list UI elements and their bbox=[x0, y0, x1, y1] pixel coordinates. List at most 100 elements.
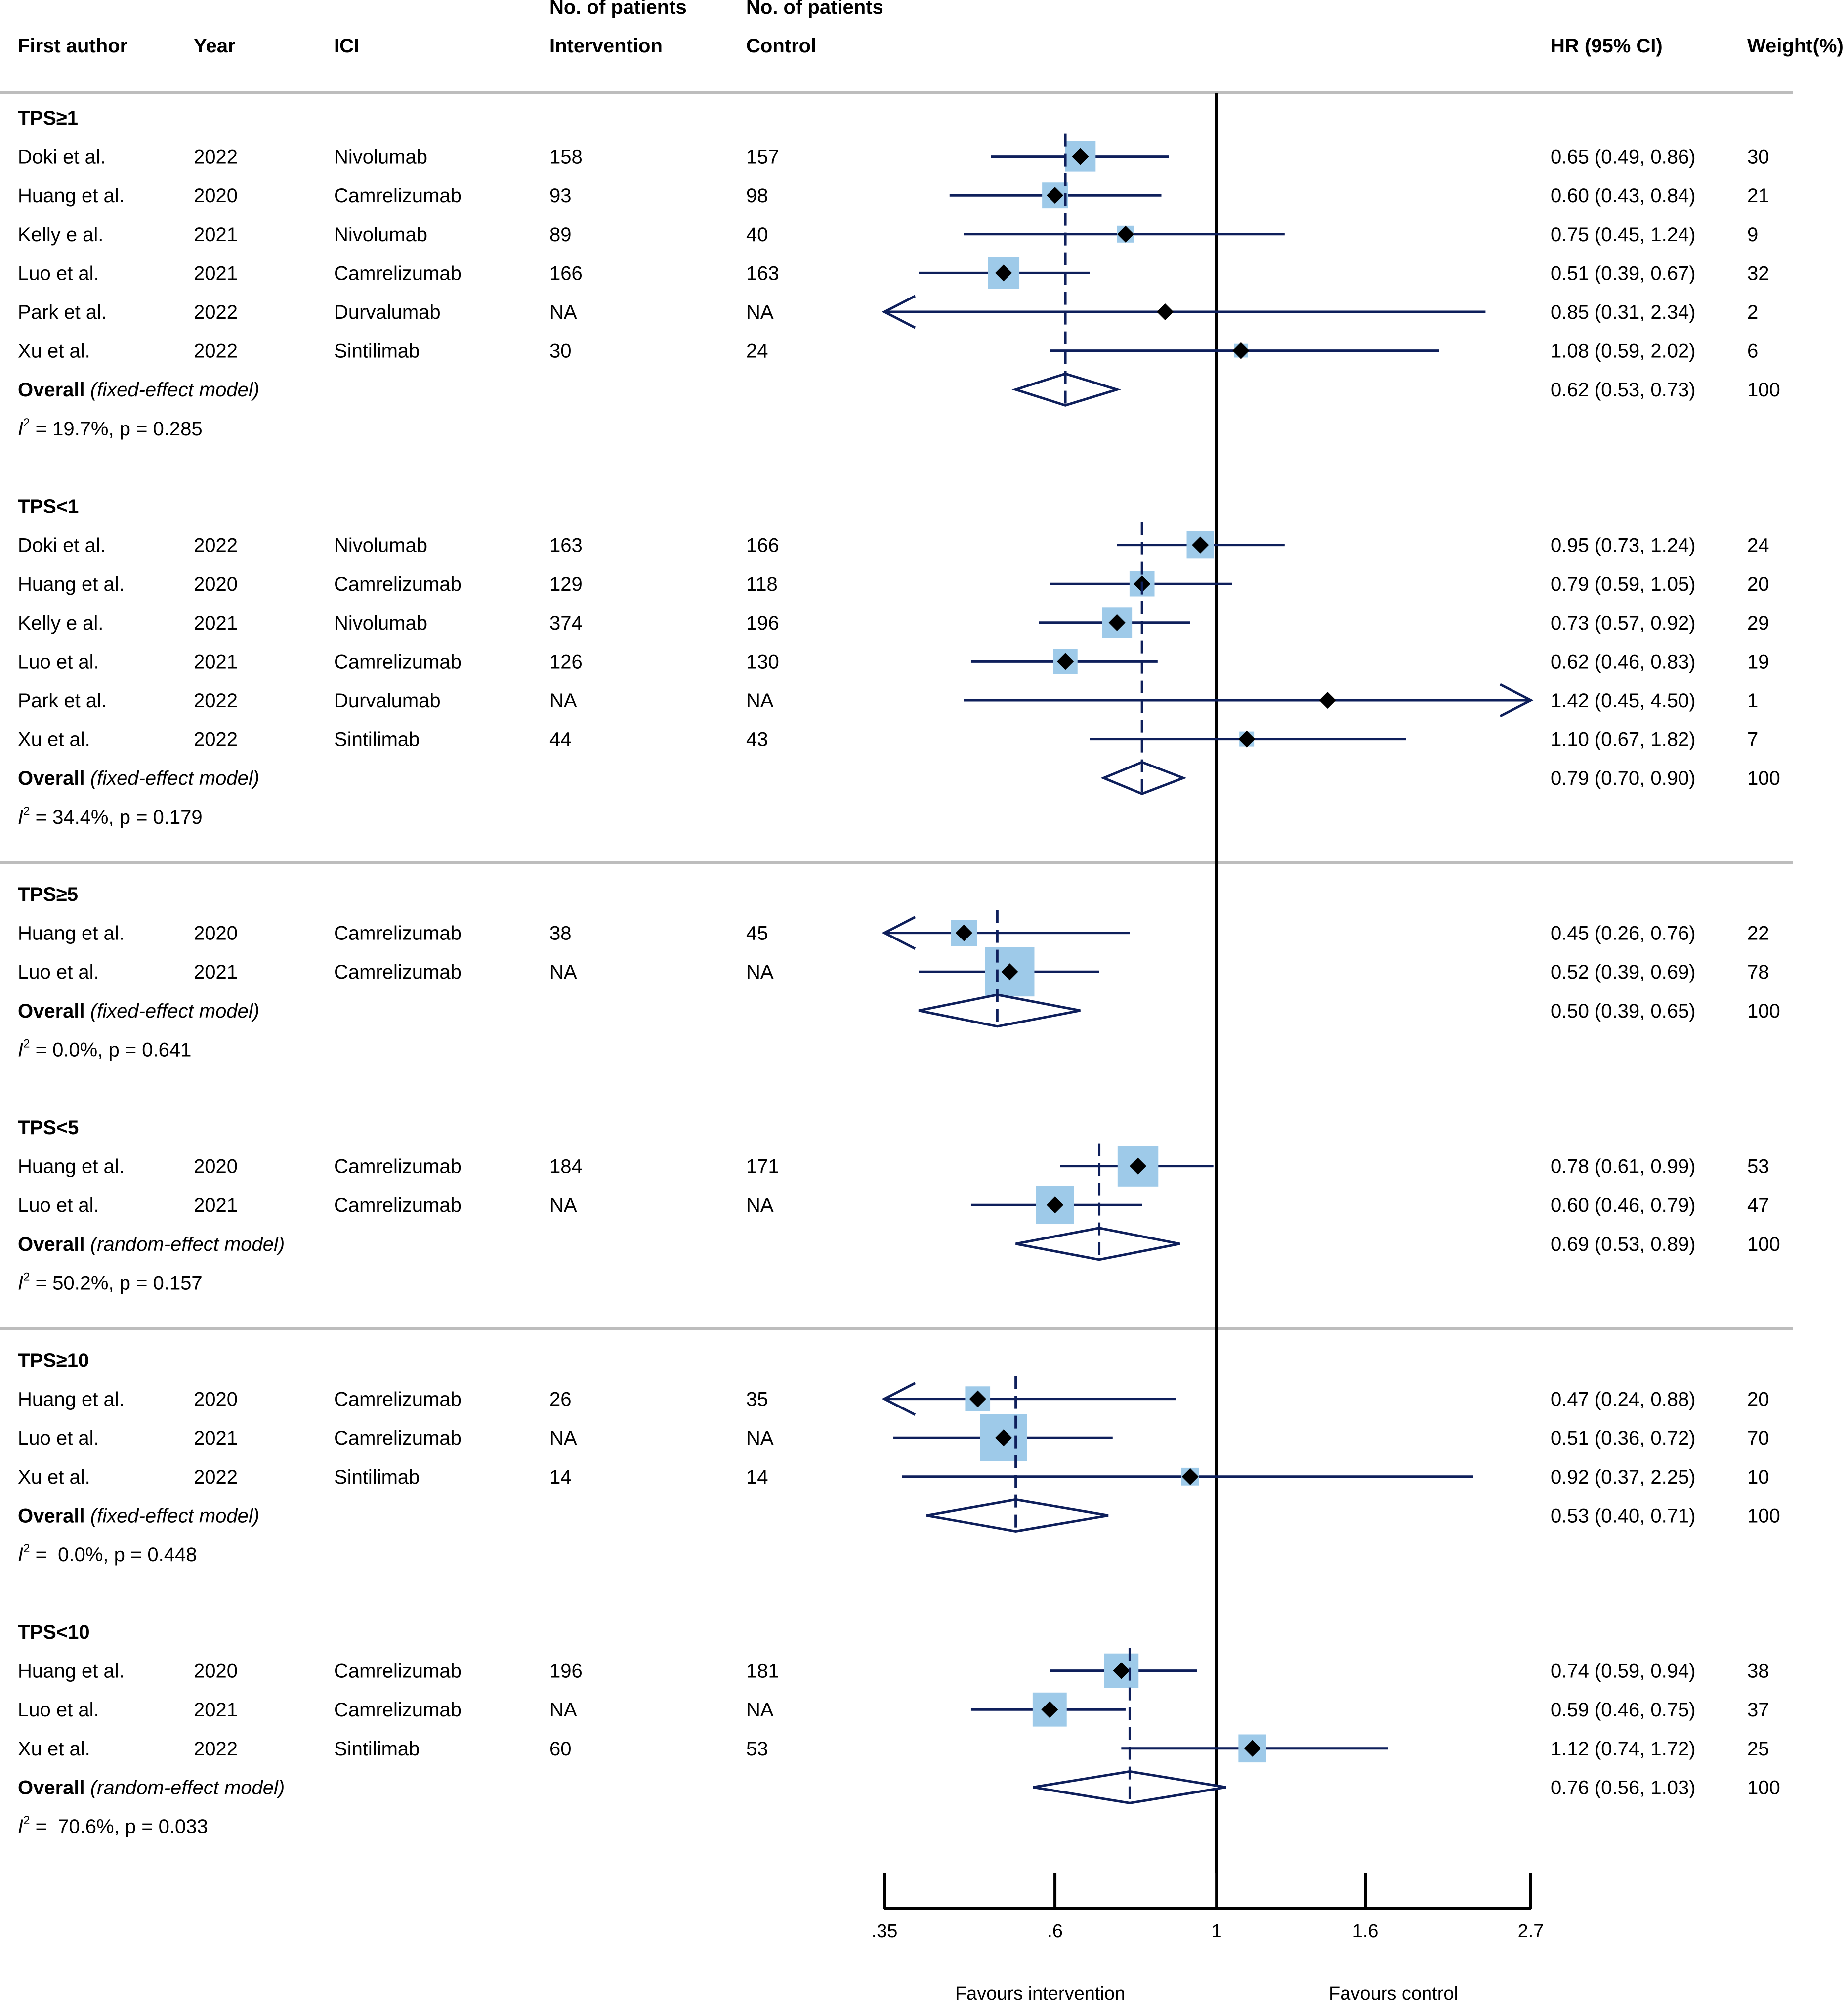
point-estimate bbox=[1157, 303, 1174, 320]
study-weight: 20 bbox=[1747, 1389, 1769, 1410]
overall-weight: 100 bbox=[1747, 1000, 1780, 1022]
study-weight: 25 bbox=[1747, 1738, 1769, 1760]
point-estimate bbox=[1047, 1196, 1064, 1214]
study-author: Huang et al. bbox=[18, 185, 125, 207]
study-n-control: 130 bbox=[746, 651, 779, 673]
header-control-top: No. of patients bbox=[746, 0, 883, 18]
table-header: First author Year ICI No. of patients In… bbox=[18, 0, 1844, 57]
study-n-control: 45 bbox=[746, 923, 768, 944]
study-n-intervention: 26 bbox=[549, 1389, 572, 1410]
study-n-control: 24 bbox=[746, 341, 768, 362]
overall-hr-ci: 0.53 (0.40, 0.71) bbox=[1551, 1505, 1696, 1527]
study-author: Xu et al. bbox=[18, 1466, 90, 1488]
i2-symbol: I bbox=[18, 418, 23, 440]
study-n-intervention: 30 bbox=[549, 341, 572, 362]
overall-label: Overall (fixed-effect model) bbox=[18, 379, 259, 401]
overall-hr-ci: 0.62 (0.53, 0.73) bbox=[1551, 379, 1696, 401]
study-hr-ci: 0.60 (0.46, 0.79) bbox=[1551, 1194, 1696, 1216]
study-n-intervention: 44 bbox=[549, 729, 572, 751]
overall-diamond bbox=[918, 993, 1081, 1028]
study-author: Park et al. bbox=[18, 301, 107, 323]
point-estimate bbox=[1001, 963, 1018, 981]
study-ici: Camrelizumab bbox=[334, 573, 462, 595]
study-hr-ci: 0.51 (0.36, 0.72) bbox=[1551, 1427, 1696, 1449]
overall-model: (fixed-effect model) bbox=[85, 379, 259, 401]
i2-superscript: 2 bbox=[23, 416, 30, 429]
study-ici: Camrelizumab bbox=[334, 1699, 462, 1721]
study-year: 2022 bbox=[194, 690, 238, 712]
overall-word: Overall bbox=[18, 767, 85, 789]
study-author: Doki et al. bbox=[18, 535, 106, 556]
header-weight: Weight(%) bbox=[1747, 35, 1844, 57]
overall-hr-ci: 0.76 (0.56, 1.03) bbox=[1551, 1777, 1696, 1798]
study-hr-ci: 0.73 (0.57, 0.92) bbox=[1551, 612, 1696, 634]
overall-label: Overall (fixed-effect model) bbox=[18, 767, 259, 789]
header-ici: ICI bbox=[334, 35, 359, 57]
i2-superscript: 2 bbox=[23, 1814, 30, 1827]
study-ici: Sintilimab bbox=[334, 341, 420, 362]
study-year: 2022 bbox=[194, 1738, 238, 1760]
study-ici: Camrelizumab bbox=[334, 262, 462, 284]
study-n-control: NA bbox=[746, 1699, 774, 1721]
study-n-intervention: 374 bbox=[549, 612, 583, 634]
study-ici: Camrelizumab bbox=[334, 1427, 462, 1449]
overall-model: (random-effect model) bbox=[85, 1234, 285, 1255]
study-n-control: 14 bbox=[746, 1466, 768, 1488]
study-weight: 20 bbox=[1747, 573, 1769, 595]
i2-symbol: I bbox=[18, 1039, 23, 1061]
study-year: 2022 bbox=[194, 341, 238, 362]
i2-symbol: I bbox=[18, 1272, 23, 1294]
study-year: 2021 bbox=[194, 262, 238, 284]
x-tick-label: 1 bbox=[1212, 1921, 1222, 1942]
overall-weight: 100 bbox=[1747, 1505, 1780, 1527]
i2-symbol: I bbox=[18, 807, 23, 828]
x-axis: .35 .6 1 1.6 2.7 Favours intervention Favours … bbox=[872, 1873, 1544, 2004]
study-weight: 38 bbox=[1747, 1661, 1769, 1682]
study-ici: Nivolumab bbox=[334, 612, 427, 634]
study-year: 2022 bbox=[194, 1466, 238, 1488]
study-n-intervention: NA bbox=[549, 690, 577, 712]
ci-arrow-left bbox=[882, 1382, 916, 1416]
overall-label: Overall (fixed-effect model) bbox=[18, 1000, 259, 1022]
x-tick-label: .35 bbox=[872, 1921, 898, 1942]
study-weight: 32 bbox=[1747, 262, 1769, 284]
study-weight: 53 bbox=[1747, 1156, 1769, 1178]
heterogeneity-values: = 70.6%, p = 0.033 bbox=[30, 1816, 208, 1837]
study-n-control: NA bbox=[746, 690, 774, 712]
heterogeneity-stat: I2 = 70.6%, p = 0.033 bbox=[18, 1814, 208, 1837]
study-hr-ci: 0.78 (0.61, 0.99) bbox=[1551, 1156, 1696, 1178]
study-year: 2021 bbox=[194, 1699, 238, 1721]
plot-marks bbox=[882, 93, 1534, 1873]
study-n-intervention: 184 bbox=[549, 1156, 583, 1178]
study-year: 2020 bbox=[194, 1661, 238, 1682]
overall-model: (fixed-effect model) bbox=[85, 1505, 259, 1527]
point-estimate bbox=[1041, 1701, 1058, 1718]
study-n-intervention: 163 bbox=[549, 535, 583, 556]
study-weight: 10 bbox=[1747, 1466, 1769, 1488]
study-hr-ci: 0.60 (0.43, 0.84) bbox=[1551, 185, 1696, 207]
study-year: 2021 bbox=[194, 961, 238, 983]
point-estimate bbox=[1244, 1740, 1261, 1757]
study-n-intervention: 166 bbox=[549, 262, 583, 284]
point-estimate bbox=[1072, 148, 1089, 165]
point-estimate bbox=[1108, 614, 1126, 631]
study-year: 2022 bbox=[194, 301, 238, 323]
study-n-intervention: NA bbox=[549, 301, 577, 323]
point-estimate bbox=[1057, 653, 1074, 670]
study-n-intervention: 60 bbox=[549, 1738, 572, 1760]
study-n-intervention: 93 bbox=[549, 185, 572, 207]
study-ici: Nivolumab bbox=[334, 224, 427, 246]
study-ici: Nivolumab bbox=[334, 146, 427, 168]
study-author: Luo et al. bbox=[18, 1427, 99, 1449]
study-weight: 47 bbox=[1747, 1194, 1769, 1216]
point-estimate bbox=[1192, 536, 1209, 554]
study-weight: 6 bbox=[1747, 341, 1758, 362]
study-ici: Camrelizumab bbox=[334, 185, 462, 207]
overall-weight: 100 bbox=[1747, 767, 1780, 789]
study-weight: 9 bbox=[1747, 224, 1758, 246]
study-ici: Nivolumab bbox=[334, 535, 427, 556]
study-author: Huang et al. bbox=[18, 923, 125, 944]
header-intervention-top: No. of patients bbox=[549, 0, 687, 18]
heterogeneity-values: = 19.7%, p = 0.285 bbox=[30, 418, 202, 440]
